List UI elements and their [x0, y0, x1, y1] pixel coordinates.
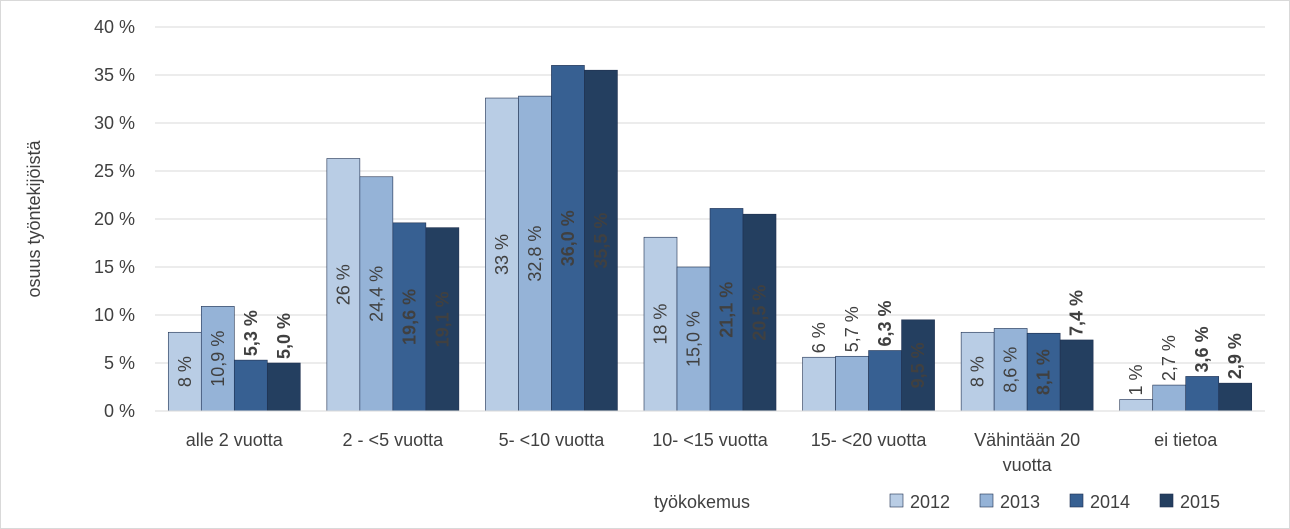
y-tick-label: 30 % — [94, 113, 135, 133]
value-label: 5,3 % — [241, 310, 261, 356]
x-axis-title: työkokemus — [654, 492, 750, 512]
legend-label: 2015 — [1180, 492, 1220, 512]
x-tick-label: Vähintään 20 vuotta — [974, 430, 1081, 475]
value-label: 36,0 % — [558, 210, 578, 266]
value-label: 3,6 % — [1192, 326, 1212, 372]
y-tick-label: 5 % — [104, 353, 135, 373]
value-label: 8 % — [175, 356, 195, 387]
value-label: 5,7 % — [842, 306, 862, 352]
bar — [960, 331, 995, 412]
bar — [392, 222, 427, 412]
bar — [233, 359, 268, 412]
legend-label: 2013 — [1000, 492, 1040, 512]
value-label: 21,1 % — [717, 282, 737, 338]
bar — [1218, 382, 1253, 412]
value-label: 10,9 % — [208, 331, 228, 387]
legend-swatch — [889, 493, 904, 508]
y-tick-label: 20 % — [94, 209, 135, 229]
legend-label: 2012 — [910, 492, 950, 512]
value-label: 19,1 % — [432, 291, 452, 347]
y-tick-label: 10 % — [94, 305, 135, 325]
x-tick-label: 15- <20 vuotta — [810, 430, 927, 450]
x-tick-label: alle 2 vuotta — [185, 430, 283, 450]
bar — [901, 319, 935, 412]
bar — [518, 95, 552, 412]
value-label: 6 % — [809, 322, 829, 353]
legend-label: 2014 — [1090, 492, 1130, 512]
bar — [359, 176, 394, 412]
y-tick-label: 40 % — [94, 17, 135, 37]
y-tick-label: 35 % — [94, 65, 135, 85]
value-label: 6,3 % — [875, 300, 895, 346]
value-label: 15,0 % — [684, 311, 704, 367]
y-tick-label: 15 % — [94, 257, 135, 277]
y-axis-title: osuus työntekijöistä — [24, 139, 44, 297]
bar — [993, 328, 1028, 412]
value-label: 7,4 % — [1067, 290, 1087, 336]
x-tick-label: 2 - <5 vuotta — [342, 430, 444, 450]
bar — [742, 213, 777, 412]
value-label: 32,8 % — [525, 226, 545, 282]
value-label: 5,0 % — [274, 313, 294, 359]
bar — [200, 306, 235, 412]
bar — [1059, 339, 1094, 412]
value-label: 8 % — [968, 356, 988, 387]
bar — [584, 69, 618, 412]
value-label: 20,5 % — [750, 285, 770, 341]
y-tick-label: 0 % — [104, 401, 135, 421]
value-label: 9,5 % — [908, 342, 928, 388]
legend-swatch — [979, 493, 994, 508]
value-label: 26 % — [333, 264, 353, 305]
bar — [1026, 332, 1061, 412]
legend-swatch — [1069, 493, 1084, 508]
bar — [266, 362, 301, 412]
bar — [835, 355, 869, 412]
value-label: 33 % — [492, 234, 512, 275]
x-tick-label: 5- <10 vuotta — [498, 430, 605, 450]
value-label: 1 % — [1126, 364, 1146, 395]
y-tick-label: 25 % — [94, 161, 135, 181]
value-label: 8,1 % — [1034, 349, 1054, 395]
value-label: 8,6 % — [1001, 347, 1021, 393]
bar — [1152, 384, 1187, 412]
x-tick-label: 10- <15 vuotta — [652, 430, 768, 450]
legend-swatch — [1159, 493, 1174, 508]
bar — [676, 266, 711, 412]
bar — [326, 158, 361, 412]
bar — [1185, 376, 1220, 412]
x-tick-label: ei tietoa — [1154, 430, 1218, 450]
value-label: 2,7 % — [1159, 335, 1179, 381]
bar — [551, 65, 585, 412]
bar — [425, 227, 460, 412]
bar — [167, 331, 202, 412]
bar — [868, 350, 902, 412]
value-label: 24,4 % — [366, 266, 386, 322]
value-label: 35,5 % — [591, 213, 611, 269]
value-label: 18 % — [651, 304, 671, 345]
value-label: 19,6 % — [399, 289, 419, 345]
bar — [485, 97, 519, 412]
value-label: 2,9 % — [1225, 333, 1245, 379]
bar — [643, 236, 678, 412]
bar — [1119, 399, 1154, 412]
bar — [802, 356, 836, 412]
